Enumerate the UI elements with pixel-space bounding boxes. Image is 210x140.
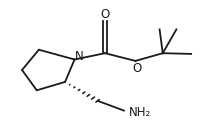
- Text: NH₂: NH₂: [129, 106, 151, 119]
- Text: O: O: [100, 8, 110, 21]
- Text: O: O: [133, 62, 142, 75]
- Text: N: N: [75, 50, 84, 63]
